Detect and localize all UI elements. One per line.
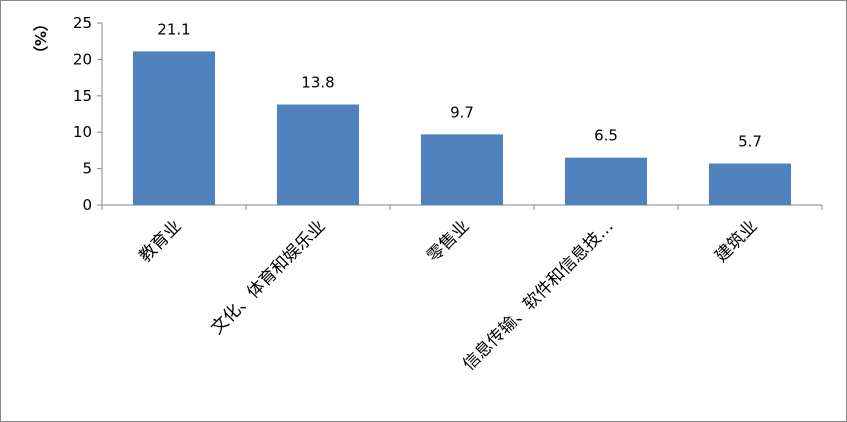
y-tick-label: 5 — [82, 160, 92, 178]
y-tick-label: 0 — [82, 196, 92, 214]
bar — [276, 104, 360, 205]
bar — [564, 157, 648, 205]
value-label: 21.1 — [157, 20, 190, 38]
value-label: 9.7 — [450, 103, 474, 121]
bar — [420, 134, 504, 205]
y-tick-label: 25 — [73, 14, 92, 32]
bar — [708, 163, 792, 205]
value-label: 5.7 — [738, 133, 762, 151]
y-tick-label: 20 — [73, 50, 92, 68]
value-label: 6.5 — [594, 127, 618, 145]
y-tick-label: 10 — [73, 123, 92, 141]
y-tick-label: 15 — [73, 87, 92, 105]
value-label: 13.8 — [301, 74, 334, 92]
y-axis-label: （%） — [31, 16, 49, 61]
bar — [132, 51, 216, 205]
